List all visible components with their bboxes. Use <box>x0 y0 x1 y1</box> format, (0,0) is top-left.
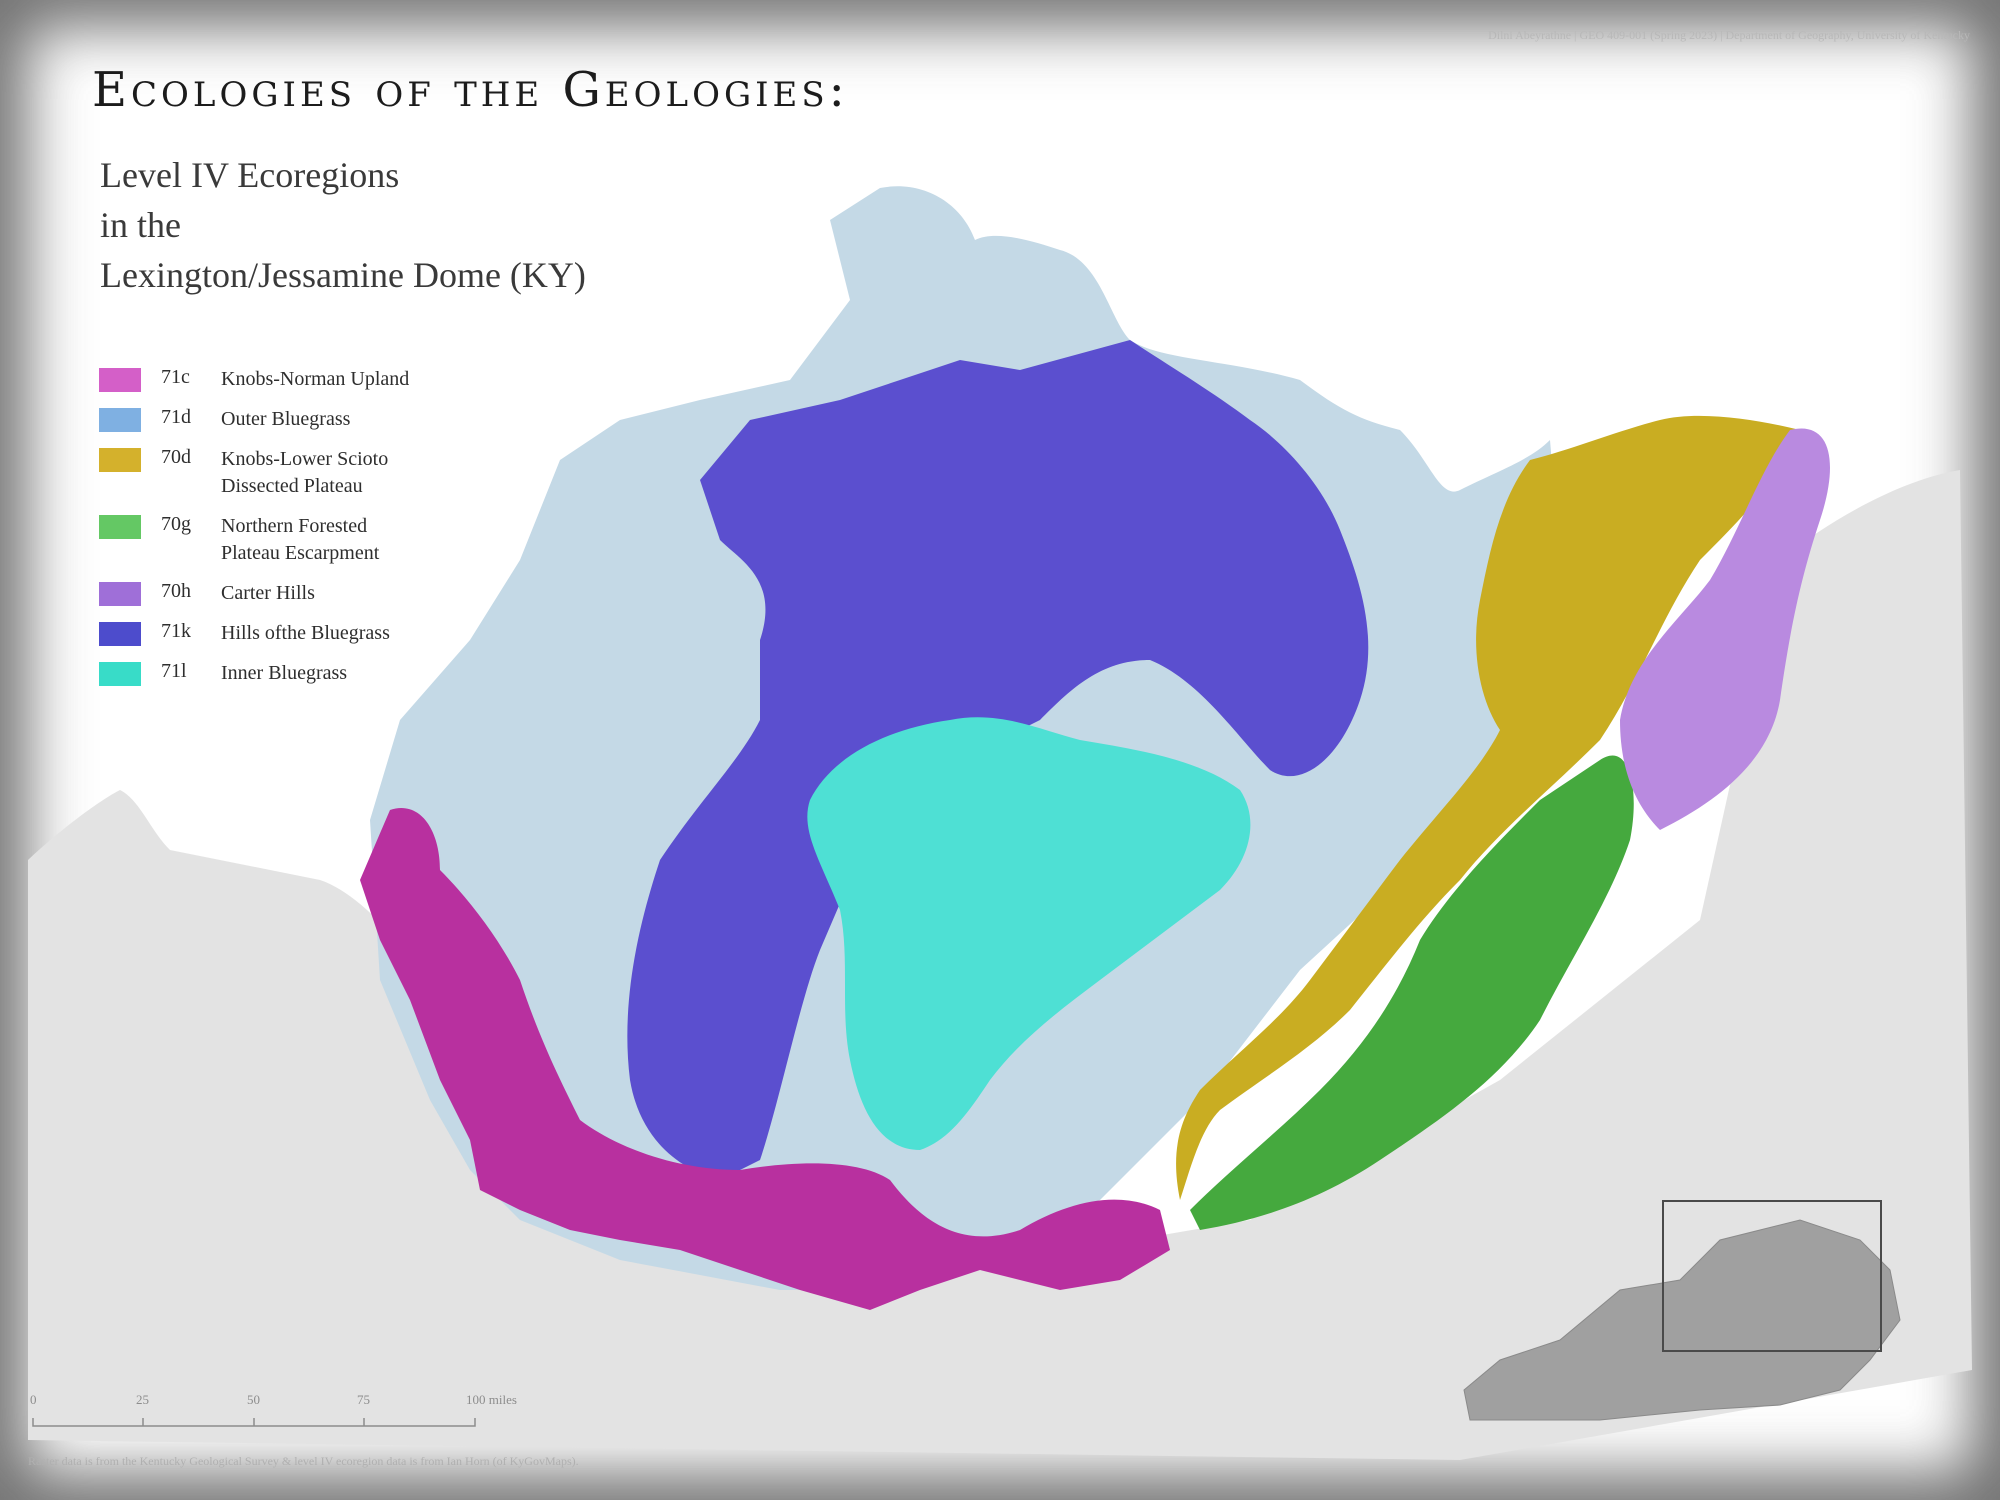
legend-code: 71d <box>161 406 191 428</box>
scale-tick-label: 0 <box>30 1392 37 1407</box>
legend-swatch <box>99 515 141 539</box>
data-source-note: Raster data is from the Kentucky Geologi… <box>28 1454 579 1468</box>
subtitle-line: Lexington/Jessamine Dome (KY) <box>100 255 586 295</box>
legend-name: Outer Bluegrass <box>221 408 351 430</box>
legend-code: 70h <box>161 580 191 602</box>
legend-code: 71c <box>161 366 190 388</box>
region-71c-knobs-norman-upland <box>360 808 1170 1310</box>
subtitle-line: Level IV Ecoregions <box>100 155 400 195</box>
scale-tick-label: 75 <box>357 1392 370 1407</box>
region-70g-northern-forested <box>1190 755 1634 1230</box>
legend-code: 70d <box>161 446 191 468</box>
legend-swatch <box>99 368 141 392</box>
legend-code: 71k <box>161 620 191 642</box>
legend-swatch <box>99 582 141 606</box>
legend-swatch <box>99 408 141 432</box>
scale-bar <box>32 1418 476 1427</box>
legend-name: Inner Bluegrass <box>221 662 348 684</box>
legend-code: 71l <box>161 660 187 682</box>
legend-name: Northern Forested Plateau Escarpment <box>221 515 380 564</box>
scale-tick-label: 100 miles <box>466 1392 517 1407</box>
region-70d-knobs-lower-scioto <box>1176 415 1800 1200</box>
region-70h-carter-hills <box>1620 428 1830 830</box>
region-71l-inner-bluegrass <box>807 717 1251 1150</box>
map-title: Ecologies of the Geologies: <box>92 62 849 118</box>
legend-swatch <box>99 622 141 646</box>
legend-code: 70g <box>161 513 191 535</box>
scale-tick-label: 25 <box>136 1392 149 1407</box>
legend-name: Carter Hills <box>221 582 315 604</box>
map-subtitle: Level IV Ecoregions in the Lexington/Jes… <box>100 150 586 300</box>
legend-name: Hills ofthe Bluegrass <box>221 622 390 644</box>
inset-extent-box <box>1662 1200 1882 1352</box>
legend-name: Knobs-Lower Scioto Dissected Plateau <box>221 448 389 497</box>
map-credit: Dilni Abeyrathne | GEO 409-001 (Spring 2… <box>1488 28 1970 42</box>
legend-name: Knobs-Norman Upland <box>221 368 410 390</box>
scale-tick-label: 50 <box>247 1392 260 1407</box>
inset-kentucky-state <box>1463 1219 1901 1421</box>
subtitle-line: in the <box>100 205 181 245</box>
legend-swatch <box>99 662 141 686</box>
region-71k-hills-of-the-bluegrass <box>627 340 1369 1180</box>
legend-swatch <box>99 448 141 472</box>
